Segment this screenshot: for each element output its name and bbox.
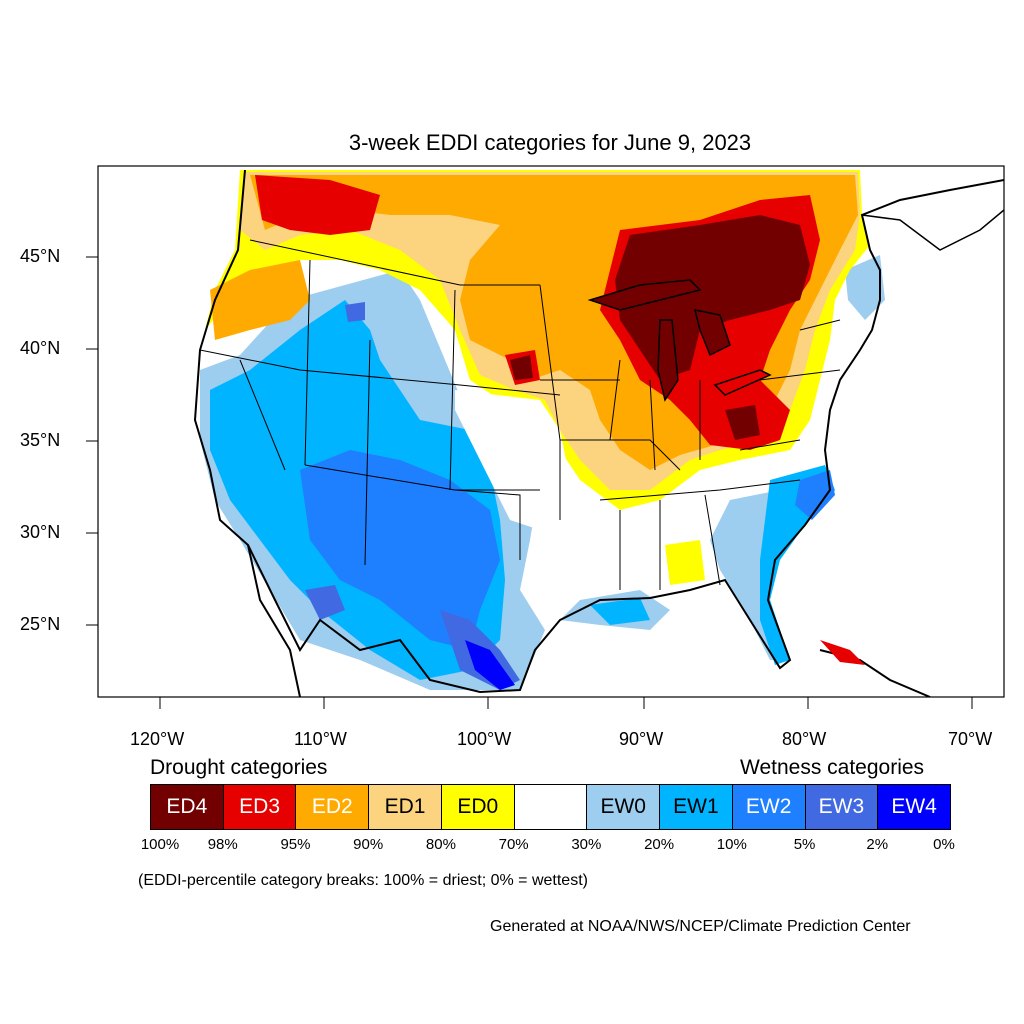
legend-percent-break: 0% bbox=[933, 836, 955, 853]
legend-box-ed2: ED2 bbox=[295, 784, 370, 830]
lake-michigan bbox=[657, 319, 679, 402]
baja-coast bbox=[247, 544, 301, 697]
map-frame bbox=[97, 165, 1005, 698]
lat-label-45: 45°N bbox=[20, 246, 61, 266]
lat-label-35: 35°N bbox=[20, 430, 61, 450]
legend-percent-break: 30% bbox=[571, 836, 602, 853]
legend-box-ed0: ED0 bbox=[440, 784, 515, 830]
legend-percent-break: 70% bbox=[498, 836, 529, 853]
legend-box-ew2: EW2 bbox=[731, 784, 806, 830]
ew1-gulf bbox=[590, 598, 650, 625]
map-canvas bbox=[193, 169, 1004, 697]
ed-cuba bbox=[820, 640, 865, 665]
credit-line: Generated at NOAA/NWS/NCEP/Climate Predi… bbox=[490, 918, 911, 935]
coastline bbox=[193, 169, 1004, 694]
legend-percent-break: 2% bbox=[866, 836, 889, 853]
ed3-north bbox=[255, 175, 380, 235]
ew1-se bbox=[760, 465, 835, 665]
legend-box-ed3: ED3 bbox=[222, 784, 297, 830]
lat-ticks bbox=[86, 256, 98, 626]
legend-percent-break: 5% bbox=[793, 836, 816, 853]
ew2-nc bbox=[795, 470, 835, 520]
ew3-az bbox=[305, 585, 345, 620]
legend-box-neutral bbox=[513, 784, 588, 830]
legend-box-ew4: EW4 bbox=[877, 784, 951, 830]
lat-label-25: 25°N bbox=[20, 614, 61, 634]
canada-border-east bbox=[861, 209, 1004, 251]
lat-label-30: 30°N bbox=[20, 522, 61, 542]
legend-percent-break: 98% bbox=[207, 836, 238, 853]
lon-ticks bbox=[159, 697, 973, 709]
drought-heading: Drought categories bbox=[150, 756, 328, 779]
legend-percent-break: 80% bbox=[425, 836, 456, 853]
ed4-wv bbox=[725, 405, 760, 440]
lake-superior bbox=[587, 279, 702, 311]
legend-percent-break: 20% bbox=[644, 836, 675, 853]
legend-box-ew0: EW0 bbox=[586, 784, 661, 830]
neutral-plains bbox=[455, 390, 600, 530]
lon-label-100: 100°W bbox=[457, 729, 512, 749]
wetness-heading: Wetness categories bbox=[740, 756, 925, 779]
ed4-sd bbox=[510, 355, 533, 380]
lat-label-40: 40°N bbox=[20, 338, 61, 358]
ew0-ne bbox=[845, 255, 885, 320]
legend-percent-break: 95% bbox=[280, 836, 311, 853]
ew3-id bbox=[345, 302, 365, 322]
category-footnote: (EDDI-percentile category breaks: 100% =… bbox=[138, 872, 588, 889]
ed2-west bbox=[210, 260, 310, 340]
ew2-west bbox=[300, 450, 500, 650]
legend-box-ed4: ED4 bbox=[150, 784, 224, 830]
legend-percent-break: 90% bbox=[353, 836, 384, 853]
map-title: 3-week EDDI categories for June 9, 2023 bbox=[348, 130, 752, 155]
legend-box-ew3: EW3 bbox=[804, 784, 879, 830]
legend-box-ed1: ED1 bbox=[368, 784, 442, 830]
state-boundaries bbox=[199, 239, 841, 590]
ed0-ms bbox=[665, 540, 705, 585]
legend-percent-break: 10% bbox=[716, 836, 747, 853]
legend-percent-break: 100% bbox=[140, 836, 180, 853]
lon-label-110: 110°W bbox=[294, 729, 347, 749]
lake-huron bbox=[693, 309, 731, 357]
lon-label-120: 120°W bbox=[130, 729, 185, 749]
lon-label-90: 90°W bbox=[619, 729, 664, 749]
ew4-tx bbox=[465, 640, 515, 690]
lake-erie bbox=[713, 369, 772, 396]
lon-label-70: 70°W bbox=[948, 729, 993, 749]
legend-box-ew1: EW1 bbox=[659, 784, 733, 830]
lon-label-80: 80°W bbox=[782, 729, 827, 749]
